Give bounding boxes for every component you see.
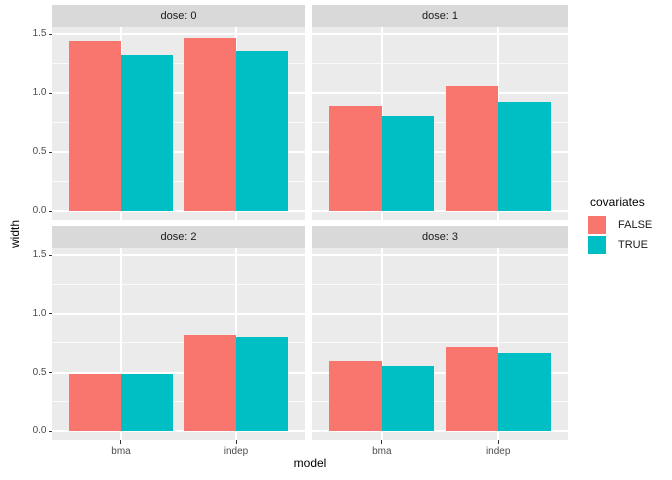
- y-tick-label: 1.0: [32, 87, 47, 99]
- gridline-major-h: [52, 151, 305, 154]
- gridline-minor-h: [52, 121, 305, 123]
- facet-strip-label: dose: 1: [421, 9, 459, 22]
- y-axis-title: width: [8, 219, 22, 249]
- legend-title: covariates: [590, 195, 645, 209]
- gridline-minor-h: [52, 62, 305, 64]
- y-tick-mark: [48, 92, 52, 94]
- gridline-major-v: [497, 248, 500, 440]
- bar-bma-false: [69, 373, 121, 432]
- y-tick-mark: [48, 313, 52, 315]
- legend-label: TRUE: [618, 238, 648, 251]
- facet-panel: [52, 248, 305, 440]
- y-tick-label: 1.0: [32, 307, 47, 319]
- bar-bma-true: [381, 365, 435, 432]
- gridline-minor-h: [312, 342, 568, 344]
- legend-swatch-false: [588, 216, 606, 234]
- bar-indep-true: [498, 352, 551, 432]
- gridline-minor-h: [312, 62, 568, 64]
- bar-indep-true: [236, 337, 288, 432]
- x-tick-mark: [235, 440, 237, 444]
- legend: covariates FALSE TRUE: [588, 196, 672, 256]
- legend-keys: FALSE TRUE: [588, 216, 672, 254]
- x-tick-label: indep: [485, 445, 511, 457]
- y-tick-mark: [48, 430, 52, 432]
- gridline-major-v: [119, 248, 122, 440]
- gridline-major-h: [312, 254, 568, 257]
- facet-panel: [312, 27, 568, 220]
- gridline-major-h: [52, 210, 305, 213]
- y-tick-mark: [48, 33, 52, 35]
- bar-indep-false: [445, 86, 499, 212]
- y-tick-mark: [48, 151, 52, 153]
- gridline-major-h: [312, 430, 568, 433]
- gridline-minor-h: [312, 180, 568, 182]
- facet-panel: [52, 27, 305, 220]
- facet-strip: dose: 1: [312, 5, 568, 27]
- legend-label: FALSE: [618, 218, 653, 231]
- x-tick-mark: [497, 440, 499, 444]
- gridline-minor-h: [312, 283, 568, 285]
- legend-key: TRUE: [588, 236, 672, 254]
- gridline-major-h: [52, 312, 305, 315]
- gridline-major-h: [52, 430, 305, 433]
- facet-strip-label: dose: 0: [160, 9, 197, 22]
- x-tick-mark: [381, 440, 383, 444]
- facet-strip: dose: 0: [52, 5, 305, 27]
- gridline-minor-h: [52, 180, 305, 182]
- legend-key: FALSE: [588, 216, 672, 234]
- bar-indep-false: [184, 335, 236, 432]
- facet-strip: dose: 3: [312, 226, 568, 248]
- bar-bma-false: [329, 360, 382, 432]
- y-tick-label: 0.0: [32, 425, 47, 437]
- y-tick-mark: [48, 372, 52, 374]
- x-tick-label: bma: [372, 445, 392, 457]
- x-axis-title: model: [293, 456, 327, 470]
- gridline-major-h: [312, 312, 568, 315]
- gridline-major-h: [52, 254, 305, 257]
- bar-bma-true: [120, 55, 173, 212]
- bar-bma-true: [381, 115, 435, 212]
- gridline-major-h: [52, 371, 305, 374]
- gridline-major-h: [312, 92, 568, 95]
- y-tick-label: 1.5: [32, 249, 47, 261]
- y-tick-label: 0.5: [32, 146, 47, 158]
- facet-strip-label: dose: 2: [160, 230, 197, 243]
- gridline-major-h: [52, 33, 305, 36]
- gridline-minor-h: [312, 121, 568, 123]
- facet-strip: dose: 2: [52, 226, 305, 248]
- y-tick-mark: [48, 254, 52, 256]
- legend-swatch-true: [588, 236, 606, 254]
- gridline-major-v: [380, 248, 383, 440]
- gridline-major-h: [312, 33, 568, 36]
- gridline-major-h: [312, 151, 568, 154]
- gridline-major-h: [52, 92, 305, 95]
- gridline-major-h: [312, 371, 568, 374]
- x-tick-label: bma: [111, 445, 131, 457]
- gridline-minor-h: [52, 342, 305, 344]
- y-tick-label: 0.5: [32, 366, 47, 378]
- bar-bma-true: [120, 373, 173, 432]
- bar-bma-false: [69, 41, 121, 212]
- bar-indep-false: [445, 346, 499, 432]
- gridline-major-h: [312, 210, 568, 213]
- y-tick-label: 0.0: [32, 205, 47, 217]
- bar-bma-false: [329, 106, 382, 212]
- y-tick-label: 1.5: [32, 28, 47, 40]
- bar-indep-false: [184, 37, 236, 212]
- gridline-minor-h: [52, 400, 305, 402]
- gridline-minor-h: [52, 283, 305, 285]
- facet-panel: [312, 248, 568, 440]
- gridline-minor-h: [312, 400, 568, 402]
- y-tick-mark: [48, 210, 52, 212]
- bar-indep-true: [498, 101, 551, 212]
- x-tick-mark: [120, 440, 122, 444]
- x-tick-label: indep: [223, 445, 249, 457]
- facet-strip-label: dose: 3: [421, 230, 459, 243]
- bar-indep-true: [236, 50, 288, 212]
